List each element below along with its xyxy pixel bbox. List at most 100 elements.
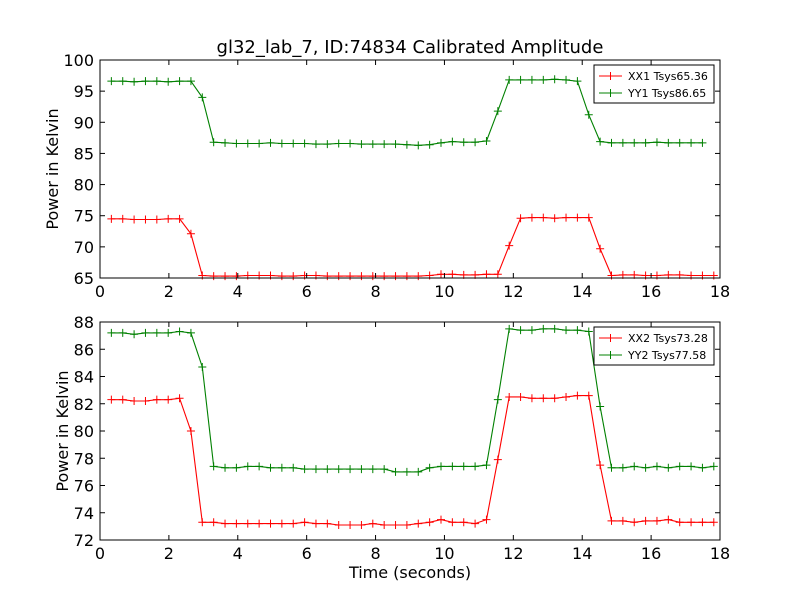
panel-2-series-2-point (414, 467, 423, 476)
panel-1-y-tick-label: 100 (63, 51, 94, 70)
panel-1-series-2-point (186, 77, 195, 86)
panel-1-series-2-point (346, 139, 355, 148)
panel-2-series-1-point (164, 395, 173, 404)
panel-2-series-2-point (391, 467, 400, 476)
panel-1-series-1-point (164, 214, 173, 223)
panel-2-series-2-point (357, 465, 366, 474)
panel-1-series-1-point (277, 272, 286, 281)
panel-2-series-2-point (164, 328, 173, 337)
panel-2-x-tick-label: 12 (503, 544, 523, 563)
panel-1-series-1-point (391, 272, 400, 281)
panel-2-y-tick-label: 78 (74, 449, 94, 468)
panel-2-legend-label-2: YY2 Tsys77.58 (627, 349, 706, 362)
panel-2-series-1-point (607, 516, 616, 525)
panel-1-series-2-point (687, 138, 696, 147)
panel-2-series-2-point (652, 462, 661, 471)
panel-2-series-2-point (641, 463, 650, 472)
panel-2-series-1-point (471, 519, 480, 528)
panel-2-series-1-point (664, 515, 673, 524)
panel-1-series-2-point (516, 75, 525, 84)
panel-2-series-2-point (232, 463, 241, 472)
panel-2-series-2-point (130, 330, 139, 339)
panel-2-series-2-point (380, 465, 389, 474)
panel-1-series-2-point (243, 139, 252, 148)
panel-2-series-1-point (527, 394, 536, 403)
panel-1-x-tick-label: 10 (434, 282, 454, 301)
panel-2-x-tick-label: 2 (164, 544, 174, 563)
panel-1-series-2-point (164, 77, 173, 86)
panel-2-series-1-point (562, 392, 571, 401)
panel-1-series-2-point (300, 139, 309, 148)
panel-1-series-1-point (550, 214, 559, 223)
panel-2-series-2-point (425, 463, 434, 472)
panel-2-x-tick-label: 16 (641, 544, 661, 563)
panel-1-series-2-point (562, 75, 571, 84)
panel-1-series-1-point (141, 215, 150, 224)
panel-2-series-2-point (618, 463, 627, 472)
chart-title: gl32_lab_7, ID:74834 Calibrated Amplitud… (217, 37, 604, 58)
panel-2-series-1-point (186, 427, 195, 435)
panel-2-series-1-point (596, 461, 605, 470)
panel-2-series-1-point (300, 518, 309, 527)
panel-2-series-2-point (675, 462, 684, 471)
panel-1-series-1-point (448, 270, 457, 279)
panel-2-y-tick-label: 88 (74, 313, 94, 332)
panel-1-series-1-point (527, 213, 536, 222)
panel-2-series-2-point (186, 328, 195, 337)
panel-2-series-1-point (630, 518, 639, 527)
panel-2-series-2-point (323, 465, 332, 474)
panel-1-series-2-point (539, 75, 548, 84)
panel-1-y-tick-label: 90 (74, 113, 94, 132)
panel-2-series-2-point (255, 462, 264, 471)
panel-1-series-2-point (391, 140, 400, 149)
panel-1-x-tick-label: 18 (710, 282, 730, 301)
panel-1-series-2-point (493, 107, 502, 116)
panel-1-series-1-point (209, 272, 218, 281)
panel-1-series-1-point (346, 272, 355, 281)
panel-2-y-tick-label: 80 (74, 422, 94, 441)
panel-1-series-2-point (630, 138, 639, 147)
panel-1-y-tick-label: 95 (74, 82, 94, 101)
panel-1-series-1-point (505, 241, 514, 250)
panel-2-series-1-point (550, 394, 559, 403)
panel-1-series-1-point (539, 213, 548, 222)
panel-1-series-1-point (414, 272, 423, 281)
panel-1-series-1-point (562, 213, 571, 222)
panel-2-series-1-point (368, 519, 377, 528)
panel-2-series-1-point (402, 521, 411, 530)
panel-1-series-1-point (323, 272, 332, 281)
panel-1-series-2-point (221, 138, 230, 147)
panel-2-series-2-point (289, 463, 298, 472)
panel-2-series-2-point (664, 463, 673, 472)
panel-2-series-1-point (698, 518, 707, 527)
panel-2-series-2-point (505, 324, 514, 333)
panel-1-series-2-point (232, 139, 241, 148)
panel-2-series-2-point (527, 326, 536, 335)
panel-1-x-tick-label: 12 (503, 282, 523, 301)
panel-1-series-2-point (505, 75, 514, 84)
panel-2-series-1-point (221, 519, 230, 528)
panel-2-series-2-point (141, 328, 150, 337)
panel-2-series-2-point (175, 327, 184, 336)
panel-2-x-tick-label: 6 (302, 544, 312, 563)
panel-2-series-2-point (516, 326, 525, 335)
panel-1-series-2-point (459, 138, 468, 147)
panel-2-series-2-point (448, 462, 457, 471)
panel-2-y-tick-label: 76 (74, 477, 94, 496)
panel-1-series-2-point (664, 138, 673, 147)
panel-2-series-2-point (687, 462, 696, 471)
panel-1-series-2-point (255, 139, 264, 148)
panel-1-series-2-point (437, 138, 445, 147)
panel-1-series-2-point (425, 140, 434, 149)
panel-2-series-1-point (482, 515, 491, 524)
panel-2-x-tick-label: 14 (572, 544, 592, 563)
panel-2-series-2-point (437, 462, 445, 471)
panel-2-y-axis-label: Power in Kelvin (53, 370, 72, 491)
panel-2-series-1-point (516, 392, 525, 401)
panel-2-series-1-point (380, 521, 389, 530)
panel-1-x-tick-label: 14 (572, 282, 592, 301)
panel-1-series-1-point (596, 244, 605, 253)
panel-1-series-1-point (232, 272, 241, 281)
panel-1-x-tick-label: 4 (233, 282, 243, 301)
panel-1-x-tick-label: 2 (164, 282, 174, 301)
